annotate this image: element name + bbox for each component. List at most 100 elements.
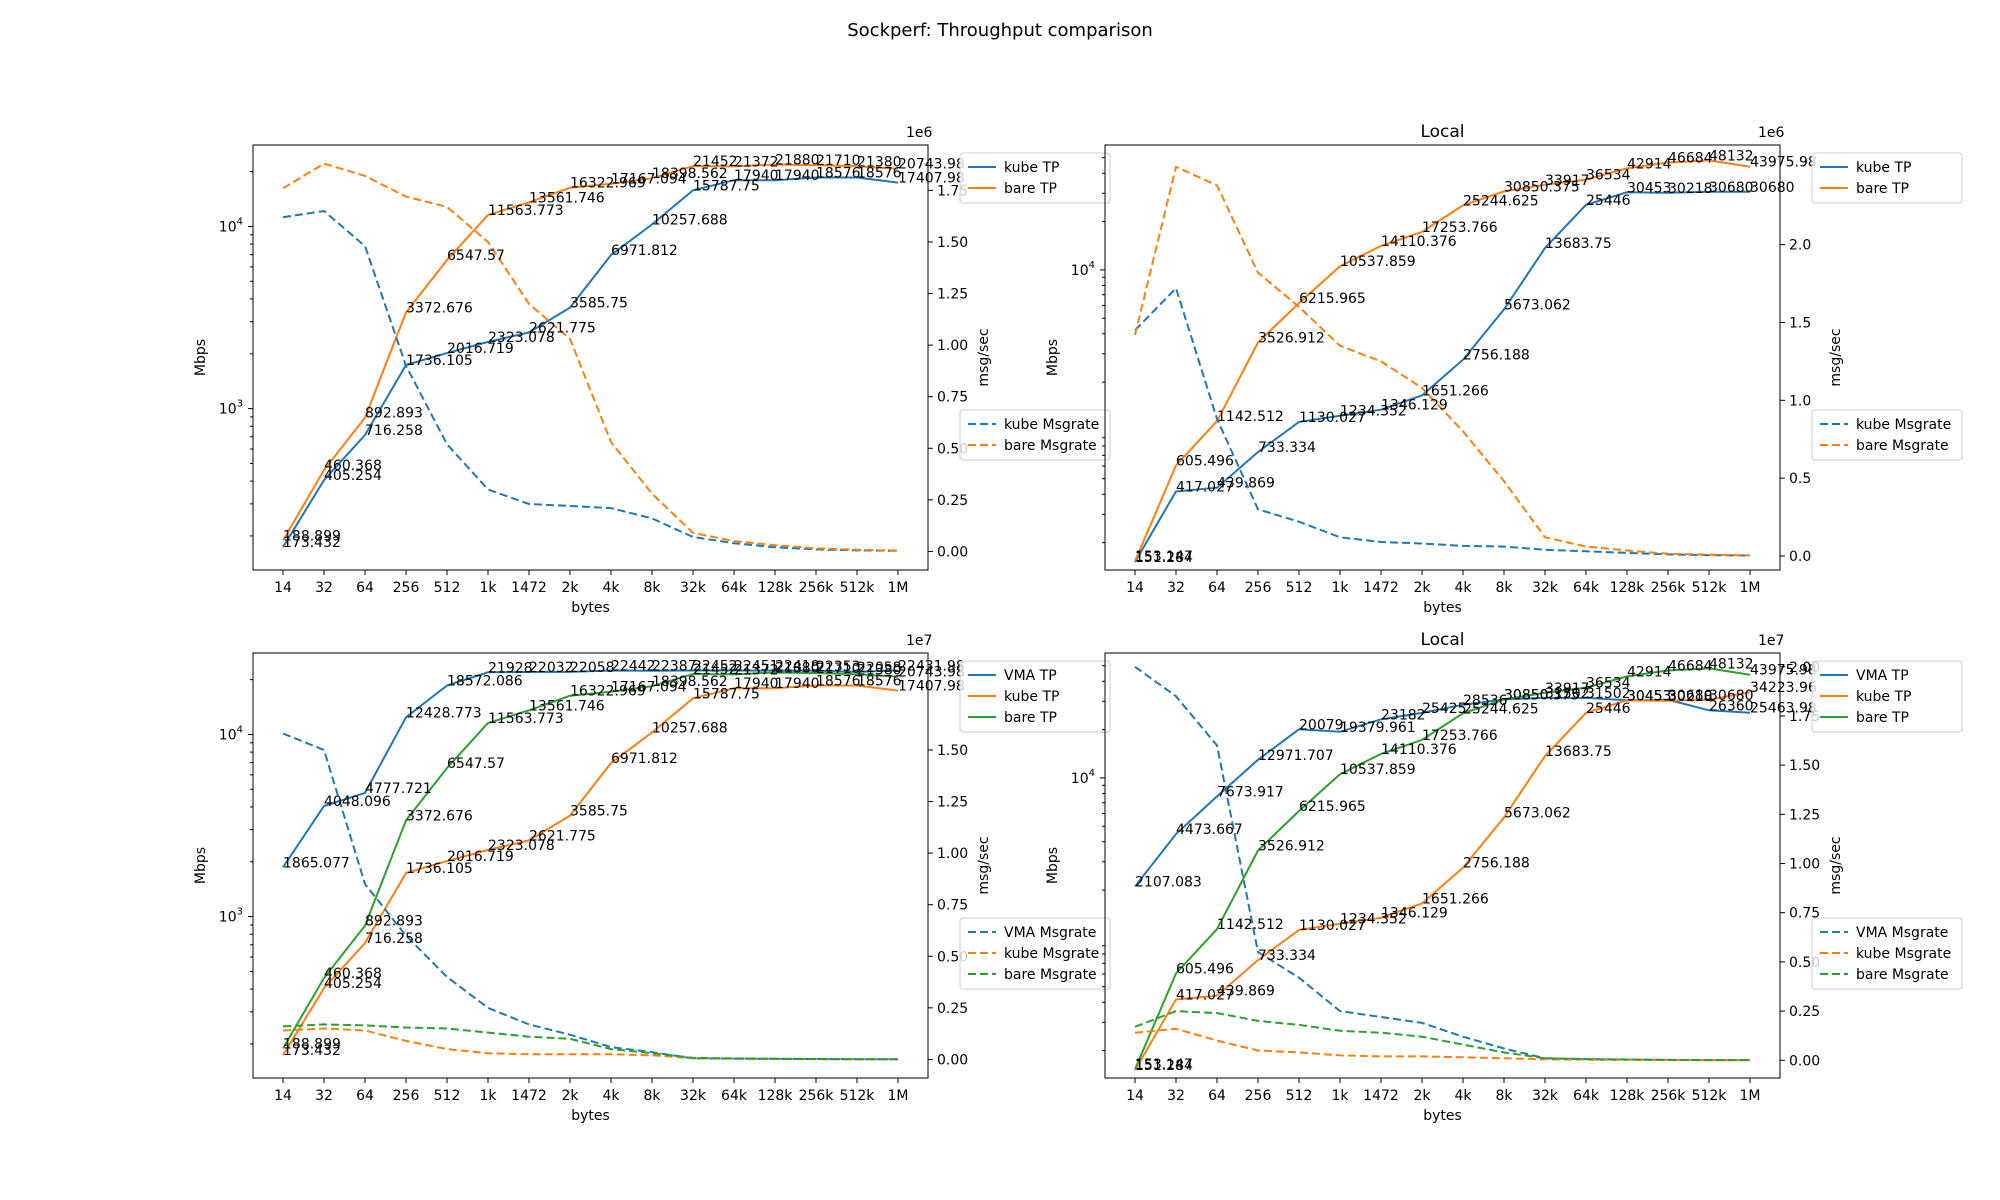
data-label: 14110.376	[1381, 234, 1457, 250]
y2-tick-label: 0.25	[937, 1001, 968, 1017]
data-label: 11563.773	[488, 203, 564, 219]
x-tick-label: 64	[356, 580, 374, 596]
data-label: 25425	[1422, 701, 1467, 717]
data-label: 605.496	[1176, 453, 1234, 469]
series-line	[282, 669, 899, 868]
y2-axis-label: msg/sec	[976, 328, 992, 386]
data-label: 6971.812	[611, 751, 678, 767]
legend-label: kube TP	[1004, 689, 1060, 705]
y2-tick-label: 0.00	[1789, 1053, 1820, 1069]
x-tick-label: 8k	[1495, 580, 1513, 596]
data-label: 3526.912	[1258, 839, 1325, 855]
data-label: 34223.96	[1750, 680, 1817, 696]
series-line	[1134, 159, 1751, 562]
y-tick-label: 104	[1071, 260, 1095, 279]
chart-panel-2: 14 32 64 256 512 1k 1472 2k 4k 8k 32k 64k 128k 256k 51…	[1045, 122, 1963, 616]
plot-area	[282, 669, 899, 1061]
legend-label: bare Msgrate	[1004, 438, 1097, 454]
x-tick-label: 14	[1126, 1088, 1144, 1104]
x-tick-label: 1M	[888, 580, 909, 596]
data-label: 18576	[857, 165, 902, 181]
x-tick-label: 64k	[1573, 580, 1600, 596]
y-tick-label: 104	[219, 216, 243, 235]
chart-panel-1: 14 32 64 256 512 1k 1472 2k 4k 8k 32k 64k 128k 256k 51…	[193, 125, 1111, 616]
x-axis-label: bytes	[571, 600, 610, 616]
data-label: 43975.98	[1750, 663, 1817, 679]
data-label: 30680	[1668, 688, 1713, 704]
y-tick-base: 10	[219, 402, 237, 418]
figure-suptitle: Sockperf: Throughput comparison	[847, 20, 1153, 41]
data-label: 16322.969	[570, 684, 646, 700]
y-axis-label: Mbps	[193, 339, 209, 376]
y2-offset-label: 1e6	[906, 125, 933, 141]
data-label: 3526.912	[1258, 331, 1325, 347]
data-label: 405.254	[324, 468, 382, 484]
data-label: 22387	[652, 659, 697, 675]
y2-tick-label: 1.5	[1789, 315, 1811, 331]
legend-label: bare TP	[1004, 181, 1057, 197]
x-tick-label: 1472	[1363, 580, 1399, 596]
x-tick-label: 1k	[479, 580, 497, 596]
data-label: 18398.562	[652, 674, 728, 690]
x-tick-label: 2k	[561, 580, 579, 596]
legend-label: bare Msgrate	[1856, 967, 1949, 983]
y2-tick-label: 0.00	[937, 544, 968, 560]
data-label: 460.368	[324, 458, 382, 474]
x-tick-label: 256k	[1651, 580, 1687, 596]
data-label: 30850.375	[1504, 179, 1580, 195]
y-tick-label: 103	[219, 399, 243, 418]
data-label: 36534	[1586, 168, 1631, 184]
data-label: 3372.676	[406, 808, 473, 824]
legend-label: kube TP	[1856, 160, 1912, 176]
y-tick-base: 10	[219, 910, 237, 926]
x-tick-label: 32	[315, 1088, 333, 1104]
data-label: 6215.965	[1299, 291, 1366, 307]
legend-label: VMA TP	[1004, 668, 1057, 684]
x-tick-label: 512k	[1692, 1088, 1728, 1104]
data-label: 18572.086	[447, 673, 523, 689]
data-label: 2016.719	[447, 849, 514, 865]
data-label: 1865.077	[283, 855, 350, 871]
legend-label: kube TP	[1004, 160, 1060, 176]
legend-label: kube Msgrate	[1856, 946, 1951, 962]
data-label: 13561.746	[529, 190, 605, 206]
x-tick-label: 256	[1245, 1088, 1272, 1104]
y-tick-base: 10	[1071, 263, 1089, 279]
data-label: 7673.917	[1217, 784, 1284, 800]
legend-label: kube Msgrate	[1004, 417, 1099, 433]
y-tick-base: 10	[1071, 771, 1089, 787]
series-line	[282, 684, 899, 1056]
data-label: 1736.105	[406, 861, 473, 877]
y-tick-base: 10	[219, 219, 237, 235]
data-label: 13683.75	[1545, 236, 1612, 252]
x-tick-label: 1k	[1331, 1088, 1349, 1104]
data-label: 13683.75	[1545, 744, 1612, 760]
data-label: 1651.266	[1422, 383, 1489, 399]
data-label: 188.899	[283, 1036, 341, 1052]
data-label: 30453	[1627, 180, 1672, 196]
data-label: 48132	[1709, 148, 1754, 164]
data-label: 17940	[734, 168, 779, 184]
x-tick-label: 32	[315, 580, 333, 596]
data-label: 1142.512	[1217, 917, 1284, 933]
x-tick-label: 32k	[1532, 580, 1559, 596]
data-label: 30218	[1668, 689, 1713, 705]
legend-box	[1811, 917, 1963, 990]
y2-tick-label: 1.00	[937, 338, 968, 354]
data-label: 26360	[1709, 698, 1754, 714]
data-label: 1346.129	[1381, 398, 1448, 414]
data-label: 21710	[816, 153, 861, 169]
x-tick-label: 256k	[799, 580, 835, 596]
series-line	[1134, 1010, 1750, 1062]
x-tick-label: 1M	[1740, 1088, 1761, 1104]
data-label: 21880	[775, 153, 820, 169]
x-tick-label: 1472	[511, 1088, 547, 1104]
data-label: 153.147	[1135, 1057, 1193, 1073]
data-label: 3585.75	[570, 296, 628, 312]
data-label: 30218	[1668, 181, 1713, 197]
series-line	[1134, 691, 1751, 1071]
data-label: 22418	[775, 659, 820, 675]
legend-label: bare TP	[1856, 181, 1909, 197]
legend-box	[1811, 409, 1963, 461]
data-label: 405.254	[324, 976, 382, 992]
